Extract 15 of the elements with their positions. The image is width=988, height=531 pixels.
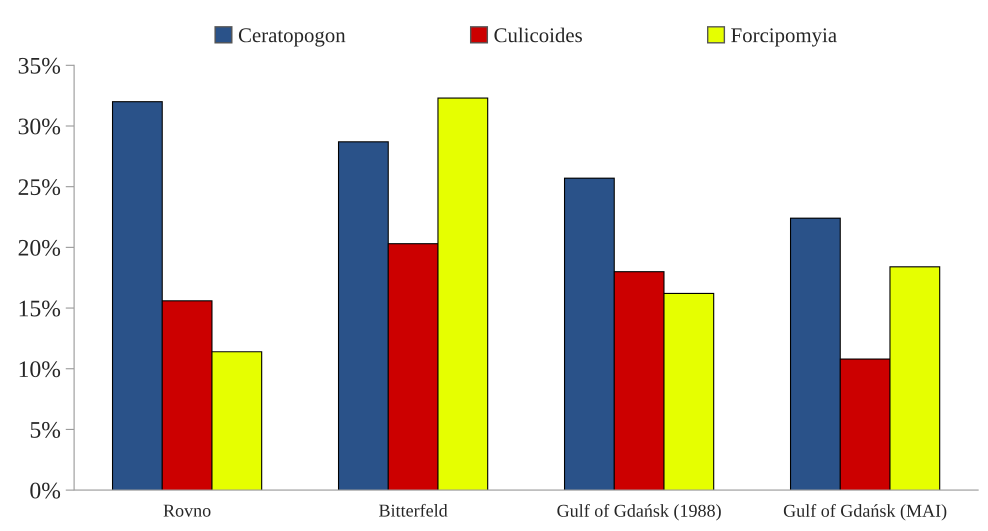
y-tick-label: 30% xyxy=(18,118,60,134)
y-tick-label: 0% xyxy=(30,482,60,499)
legend-label: Culicoides xyxy=(494,28,582,42)
x-tick-label: Bitterfeld xyxy=(379,504,448,517)
y-tick-label: 25% xyxy=(18,179,60,196)
x-tick-label: Gulf of Gdańsk (MAI) xyxy=(784,504,946,521)
x-tick-label: Gulf of Gdańsk (1988) xyxy=(557,504,721,521)
y-tick-label: 15% xyxy=(20,300,60,317)
y-tick-label: 35% xyxy=(18,58,60,74)
y-tick-label: 20% xyxy=(18,240,60,256)
y-tick-label: 5% xyxy=(30,422,60,438)
legend-label: Forcipomyia xyxy=(731,28,837,47)
legend-label: Ceratopogon xyxy=(238,28,346,47)
y-tick-label: 10% xyxy=(20,361,60,378)
x-tick-label: Rovno xyxy=(164,504,210,517)
